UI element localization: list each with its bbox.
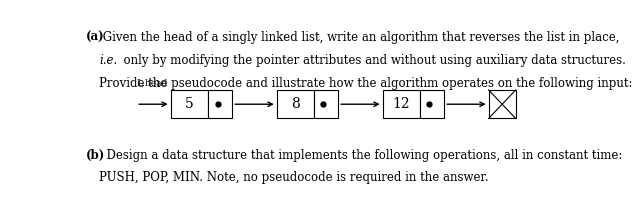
Text: PUSH, POP, MIN. Note, no pseudocode is required in the answer.: PUSH, POP, MIN. Note, no pseudocode is r… — [99, 171, 489, 184]
Text: Given the head of a singly linked list, write an algorithm that reverses the lis: Given the head of a singly linked list, … — [99, 31, 619, 44]
FancyBboxPatch shape — [277, 90, 314, 118]
FancyBboxPatch shape — [383, 90, 420, 118]
Text: i.e.: i.e. — [99, 54, 118, 67]
FancyBboxPatch shape — [207, 90, 232, 118]
Text: 8: 8 — [291, 97, 300, 111]
Text: 12: 12 — [392, 97, 410, 111]
FancyBboxPatch shape — [314, 90, 338, 118]
Text: L.head: L.head — [136, 79, 167, 88]
FancyBboxPatch shape — [420, 90, 444, 118]
Text: 5: 5 — [185, 97, 193, 111]
Text: Provide the pseudocode and illustrate how the algorithm operates on the followin: Provide the pseudocode and illustrate ho… — [99, 77, 633, 90]
Text: (b): (b) — [85, 149, 105, 162]
Text: only by modifying the pointer attributes and without using auxiliary data struct: only by modifying the pointer attributes… — [116, 54, 626, 67]
Text: Design a data structure that implements the following operations, all in constan: Design a data structure that implements … — [99, 149, 623, 162]
Text: (a): (a) — [85, 31, 104, 44]
FancyBboxPatch shape — [488, 90, 516, 118]
FancyBboxPatch shape — [170, 90, 207, 118]
